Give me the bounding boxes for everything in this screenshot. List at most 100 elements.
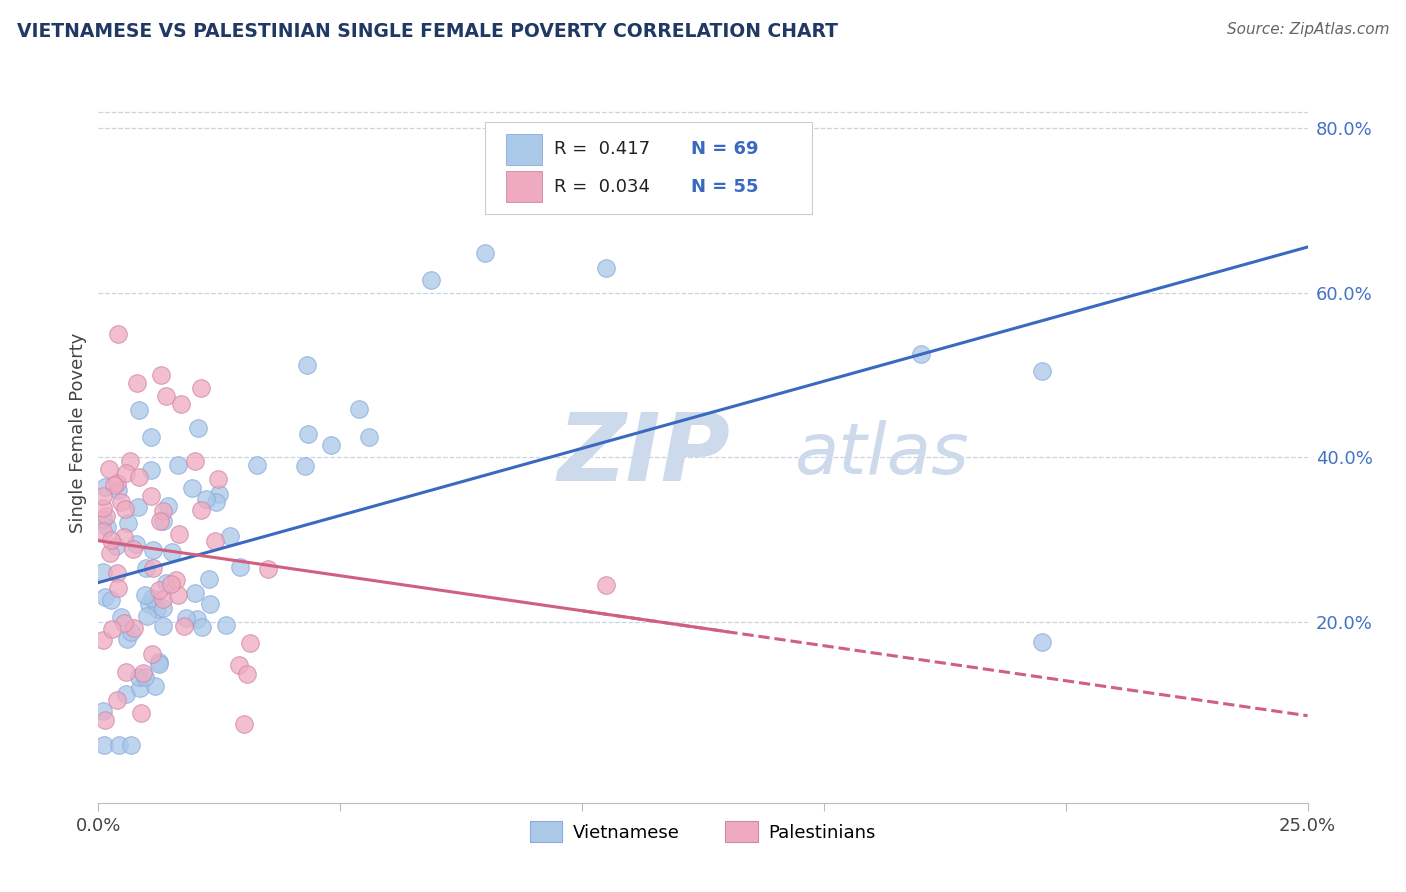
Point (149, 514, 172, 528)
Point (152, 514, 174, 528)
Point (165, 574, 187, 588)
Point (474, 246, 496, 260)
Point (239, 636, 262, 650)
Point (107, 326, 129, 341)
Point (205, 495, 228, 509)
Point (115, 466, 138, 480)
Point (128, 403, 150, 417)
Point (246, 458, 269, 473)
Point (155, 576, 177, 591)
Point (142, 543, 165, 558)
Point (104, 539, 127, 553)
Point (100, 592, 122, 607)
Point (187, 421, 209, 435)
Point (173, 619, 195, 633)
Point (91, 704, 114, 718)
Point (148, 657, 170, 672)
Point (115, 665, 138, 679)
Point (127, 376, 149, 391)
Text: VIETNAMESE VS PALESTINIAN SINGLE FEMALE POVERTY CORRELATION CHART: VIETNAMESE VS PALESTINIAN SINGLE FEMALE … (17, 22, 838, 41)
Point (195, 492, 218, 507)
Point (129, 706, 152, 721)
Text: Source: ZipAtlas.com: Source: ZipAtlas.com (1226, 22, 1389, 37)
Point (184, 454, 207, 468)
Point (97, 462, 120, 476)
Point (595, 261, 617, 276)
Point (108, 738, 131, 752)
Point (156, 499, 179, 513)
Point (150, 368, 173, 382)
Point (910, 347, 932, 361)
Point (297, 426, 319, 441)
Point (122, 621, 145, 635)
Point (141, 647, 163, 661)
Point (112, 530, 135, 544)
Point (112, 616, 135, 631)
Point (134, 588, 156, 602)
Point (1031, 635, 1053, 649)
Point (110, 609, 132, 624)
Point (190, 381, 212, 395)
Text: ZIP: ZIP (558, 409, 731, 500)
Point (148, 582, 170, 597)
Point (91, 512, 114, 526)
Point (200, 597, 222, 611)
Point (207, 471, 229, 485)
Point (208, 487, 231, 501)
Point (148, 655, 170, 669)
FancyBboxPatch shape (506, 134, 543, 165)
FancyBboxPatch shape (506, 171, 543, 202)
Point (93, 738, 115, 752)
Text: atlas: atlas (793, 420, 969, 490)
Point (146, 602, 169, 616)
Point (204, 534, 226, 549)
Text: N = 69: N = 69 (690, 140, 758, 158)
Point (120, 625, 142, 640)
Point (155, 389, 177, 403)
Point (198, 572, 221, 586)
Point (139, 489, 162, 503)
Point (132, 666, 155, 681)
Point (105, 693, 128, 707)
Point (236, 667, 259, 681)
Point (139, 463, 162, 477)
Point (101, 622, 124, 636)
Point (94, 480, 117, 494)
Point (91, 501, 114, 516)
Point (233, 717, 256, 731)
Point (100, 533, 122, 547)
Point (142, 560, 165, 574)
Point (91, 524, 114, 538)
Point (215, 618, 238, 632)
Point (321, 438, 343, 452)
Point (152, 601, 174, 615)
Point (166, 589, 188, 603)
Point (349, 401, 371, 416)
Y-axis label: Single Female Poverty: Single Female Poverty (69, 333, 87, 533)
Text: N = 55: N = 55 (690, 178, 758, 195)
Point (186, 612, 208, 626)
Point (105, 475, 128, 490)
Point (114, 687, 136, 701)
Point (91, 633, 114, 648)
Point (118, 454, 141, 468)
Point (595, 578, 617, 592)
Point (1031, 364, 1053, 378)
Point (257, 561, 280, 575)
Point (128, 670, 150, 684)
Point (297, 358, 319, 372)
Point (359, 430, 381, 444)
Point (229, 559, 252, 574)
Point (152, 592, 174, 607)
Point (162, 545, 184, 559)
Point (169, 527, 191, 541)
Point (174, 610, 197, 624)
Point (117, 516, 139, 530)
Point (107, 581, 129, 595)
Point (120, 738, 142, 752)
Point (219, 529, 242, 543)
Point (105, 566, 128, 580)
Point (128, 470, 150, 484)
Point (125, 537, 148, 551)
Point (127, 500, 149, 515)
